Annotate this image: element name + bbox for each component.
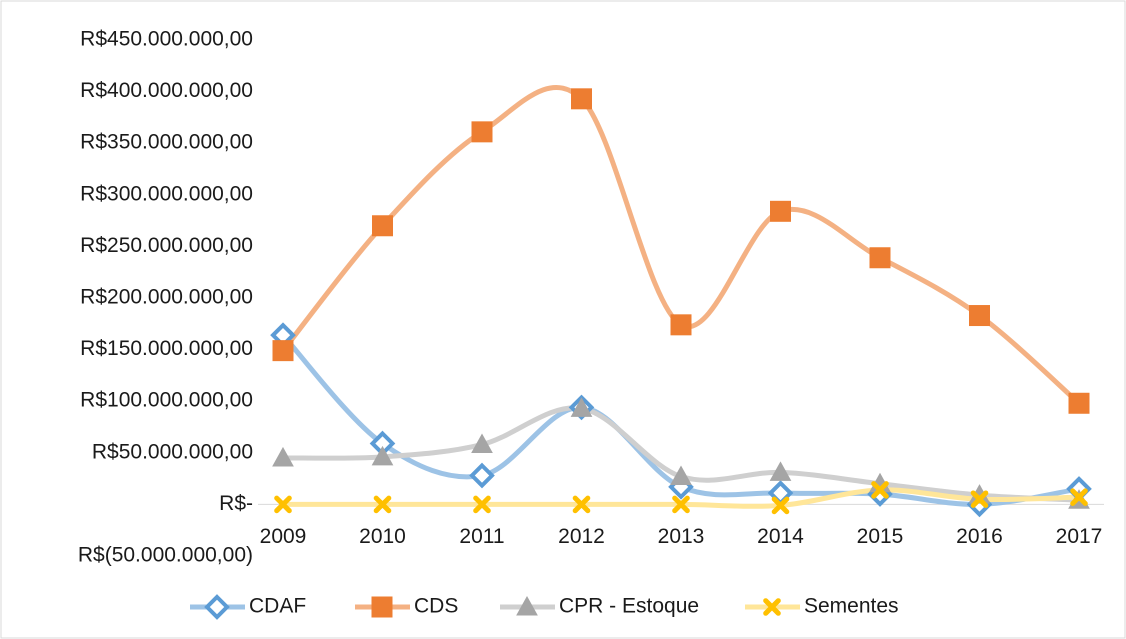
marker: [769, 461, 792, 481]
y-tick-label: R$100.000.000,00: [80, 389, 253, 412]
marker-shape: [371, 596, 393, 618]
marker: [670, 314, 692, 336]
marker: [274, 495, 292, 514]
marker-shape: [469, 462, 495, 489]
marker-shape: [771, 496, 790, 515]
x-tick-label: 2015: [857, 525, 904, 548]
marker-shape: [769, 461, 792, 481]
marker-shape: [970, 490, 989, 509]
y-tick-label: R$250.000.000,00: [80, 234, 253, 257]
y-tick-label: R$50.000.000,00: [92, 440, 253, 463]
x-tick-label: 2013: [658, 525, 705, 548]
marker-shape: [570, 397, 593, 417]
marker-shape: [204, 594, 230, 620]
marker-shape: [372, 215, 393, 237]
marker: [204, 594, 230, 620]
marker: [1068, 392, 1090, 414]
legend-label: CPR - Estoque: [559, 595, 699, 618]
marker: [1070, 488, 1088, 506]
marker-shape: [670, 465, 692, 486]
marker: [770, 200, 791, 222]
marker-shape: [763, 598, 781, 616]
marker: [969, 305, 990, 327]
marker-shape: [471, 433, 493, 454]
marker: [869, 247, 891, 269]
marker: [473, 495, 491, 514]
marker-shape: [274, 495, 292, 514]
marker: [471, 433, 493, 454]
marker-shape: [871, 481, 889, 499]
x-tick-label: 2009: [260, 525, 307, 548]
legend-label: Sementes: [804, 595, 899, 618]
marker: [471, 121, 493, 143]
marker: [871, 481, 889, 499]
y-tick-label: R$200.000.000,00: [80, 286, 253, 309]
marker: [516, 595, 538, 616]
marker: [672, 495, 690, 514]
y-tick-label: R$150.000.000,00: [80, 337, 253, 360]
x-tick-label: 2012: [558, 525, 605, 548]
y-tick-label: R$350.000.000,00: [80, 131, 253, 154]
marker: [371, 445, 394, 466]
x-tick-label: 2010: [359, 525, 406, 548]
y-tick-label: R$300.000.000,00: [80, 182, 253, 205]
legend-label: CDAF: [249, 595, 306, 618]
marker-shape: [572, 495, 591, 514]
marker: [371, 596, 393, 618]
marker-shape: [1068, 392, 1090, 414]
marker: [670, 465, 692, 486]
marker: [272, 446, 294, 467]
x-tick-label: 2016: [956, 525, 1003, 548]
y-tick-label: R$(50.000.000,00): [78, 544, 253, 567]
legend-label: CDS: [414, 595, 458, 618]
legend-item: CDAF: [190, 594, 306, 620]
y-tick-label: R$450.000.000,00: [80, 28, 253, 51]
y-tick-label: R$-: [219, 492, 253, 515]
marker-shape: [373, 495, 392, 514]
marker: [970, 490, 989, 509]
marker-shape: [670, 314, 692, 336]
x-tick-label: 2011: [459, 525, 504, 548]
marker-shape: [272, 446, 294, 467]
marker: [372, 215, 393, 237]
marker: [469, 462, 495, 489]
marker-shape: [1070, 488, 1088, 506]
marker-shape: [471, 121, 493, 143]
marker: [571, 88, 592, 110]
marker-shape: [473, 495, 491, 514]
x-tick-label: 2017: [1056, 525, 1103, 548]
marker: [763, 598, 781, 616]
marker-shape: [672, 495, 690, 514]
y-tick-label: R$400.000.000,00: [80, 79, 253, 102]
marker-shape: [272, 340, 294, 362]
x-tick-label: 2014: [757, 525, 804, 548]
legend-item: CPR - Estoque: [500, 595, 699, 618]
legend-item: Sementes: [745, 595, 899, 618]
marker-shape: [371, 445, 394, 466]
legend-item: CDS: [355, 595, 458, 618]
marker: [572, 495, 591, 514]
marker-shape: [969, 305, 990, 327]
marker: [272, 340, 294, 362]
marker-shape: [869, 247, 891, 269]
marker: [771, 496, 790, 515]
marker: [570, 397, 593, 417]
marker-shape: [516, 595, 538, 616]
marker-shape: [770, 200, 791, 222]
marker-shape: [571, 88, 592, 110]
marker: [373, 495, 392, 514]
